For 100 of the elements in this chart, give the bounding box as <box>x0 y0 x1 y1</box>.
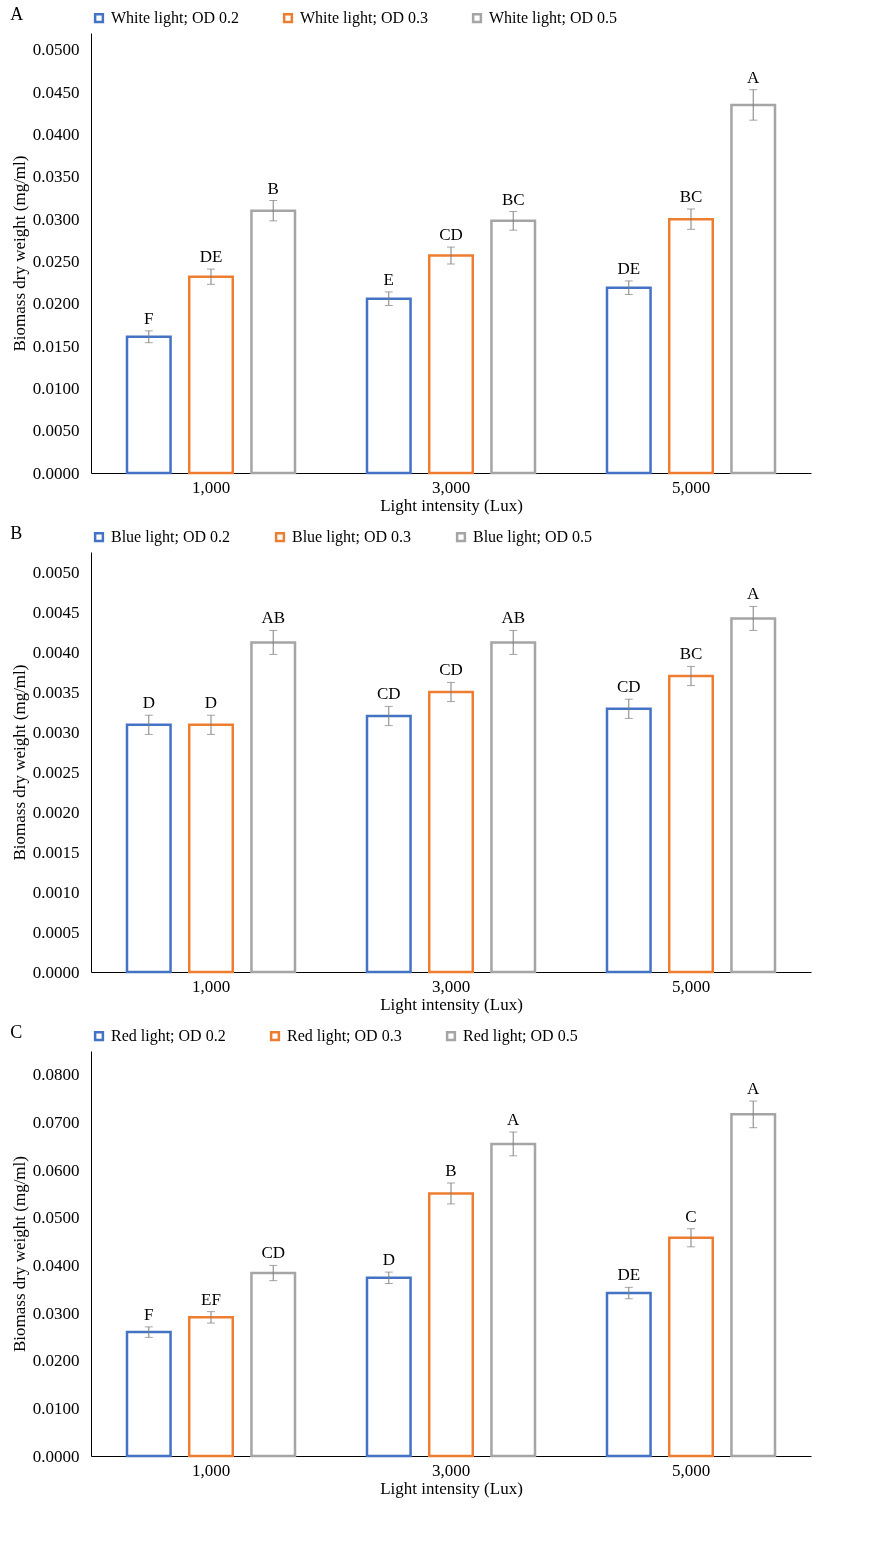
x-axis-title: Light intensity (Lux) <box>380 1478 523 1498</box>
legend-label: White light; OD 0.3 <box>300 9 428 28</box>
y-tick-label: 0.0050 <box>32 562 80 582</box>
y-tick-label: 0.0150 <box>32 336 80 356</box>
y-tick-label: 0.0350 <box>32 167 80 187</box>
legend-label: Blue light; OD 0.5 <box>473 528 593 547</box>
y-tick-label: 0.0000 <box>32 1446 80 1466</box>
data-label: BC <box>679 187 703 206</box>
legend-label: White light; OD 0.5 <box>489 9 617 28</box>
data-label: CD <box>261 1243 286 1263</box>
bar <box>730 103 777 475</box>
y-tick-label: 0.0200 <box>32 294 80 314</box>
bar <box>667 674 715 974</box>
x-tick-label: 5,000 <box>671 1460 711 1480</box>
data-label: A <box>747 67 761 87</box>
x-tick-label: 3,000 <box>431 477 471 497</box>
x-axis-title: Light intensity (Lux) <box>380 495 523 515</box>
y-tick-label: 0.0200 <box>32 1351 80 1371</box>
y-tick-label: 0.0450 <box>32 82 80 102</box>
data-label: EF <box>201 1289 221 1309</box>
y-tick-label: 0.0700 <box>32 1112 80 1132</box>
bar <box>187 1316 235 1458</box>
y-tick-label: 0.0040 <box>32 642 80 662</box>
y-tick-label: 0.0400 <box>32 1255 80 1275</box>
x-tick-label: 3,000 <box>431 976 471 996</box>
bar <box>605 286 652 475</box>
x-tick-label: 1,000 <box>191 1460 231 1480</box>
bar <box>605 1291 652 1458</box>
chart-title: C <box>10 1022 23 1042</box>
data-label: D <box>204 693 218 713</box>
x-tick-label: 1,000 <box>191 477 231 497</box>
data-label: CD <box>439 225 463 245</box>
legend-label: White light; OD 0.2 <box>111 9 239 28</box>
bar <box>187 275 235 475</box>
y-tick-label: 0.0025 <box>32 762 80 782</box>
data-label: CD <box>616 677 641 697</box>
x-tick-label: 3,000 <box>431 1460 471 1480</box>
y-axis-title: Biomass dry weight (mg/ml) <box>9 155 29 352</box>
y-tick-label: 0.0400 <box>32 125 80 145</box>
bar <box>730 617 777 974</box>
bar <box>605 707 652 974</box>
data-label: DE <box>617 1265 641 1285</box>
data-label: E <box>383 269 394 289</box>
y-tick-label: 0.0500 <box>32 1208 80 1228</box>
legend-label: Red light; OD 0.3 <box>287 1027 402 1046</box>
bar <box>125 335 172 475</box>
y-tick-label: 0.0015 <box>32 842 80 862</box>
bar <box>490 641 537 974</box>
bar <box>730 1113 777 1458</box>
data-label: A <box>507 1110 521 1129</box>
y-tick-label: 0.0000 <box>32 463 80 483</box>
legend-label: Blue light; OD 0.2 <box>111 528 231 547</box>
legend-label: Red light; OD 0.2 <box>111 1027 226 1046</box>
bar <box>250 1271 297 1458</box>
bar <box>427 690 475 974</box>
legend-label: Red light; OD 0.5 <box>463 1027 578 1046</box>
y-tick-label: 0.0000 <box>32 962 80 982</box>
y-tick-label: 0.0030 <box>32 722 80 742</box>
bar <box>490 219 537 475</box>
data-label: F <box>144 308 154 328</box>
data-label: CD <box>439 660 463 680</box>
x-tick-label: 5,000 <box>671 976 711 996</box>
y-tick-label: 0.0600 <box>32 1160 80 1180</box>
data-label: DE <box>199 247 223 267</box>
y-tick-label: 0.0300 <box>32 209 80 229</box>
data-label: DE <box>617 258 641 278</box>
data-label: BC <box>501 189 525 209</box>
y-tick-label: 0.0500 <box>32 40 80 60</box>
bar <box>365 714 412 974</box>
bar <box>125 723 172 974</box>
bar <box>250 209 297 475</box>
bar <box>667 1236 715 1458</box>
bar <box>427 254 475 475</box>
y-tick-label: 0.0800 <box>32 1065 80 1085</box>
bar <box>667 217 715 475</box>
chart-title: B <box>10 523 23 543</box>
data-label: AB <box>501 608 526 628</box>
y-tick-label: 0.0005 <box>32 922 80 942</box>
x-tick-label: 1,000 <box>191 976 231 996</box>
data-label: AB <box>261 608 286 628</box>
bar <box>125 1330 172 1458</box>
data-label: C <box>685 1206 697 1226</box>
bar <box>490 1142 537 1458</box>
y-tick-label: 0.0045 <box>32 602 80 622</box>
data-label: F <box>144 1304 154 1324</box>
x-axis-title: Light intensity (Lux) <box>380 994 523 1014</box>
chart-title: A <box>10 4 24 24</box>
y-tick-label: 0.0250 <box>32 251 80 271</box>
y-tick-label: 0.0100 <box>32 1398 80 1418</box>
legend-label: Blue light; OD 0.3 <box>292 528 412 547</box>
data-label: BC <box>679 644 703 664</box>
data-label: CD <box>376 684 401 704</box>
bar <box>427 1192 475 1458</box>
y-tick-label: 0.0020 <box>32 802 80 822</box>
x-tick-label: 5,000 <box>671 477 711 497</box>
data-label: A <box>747 584 761 604</box>
bar <box>365 1276 412 1458</box>
data-label: A <box>747 1079 761 1099</box>
y-tick-label: 0.0050 <box>32 421 80 441</box>
y-axis-title: Biomass dry weight (mg/ml) <box>9 1156 29 1352</box>
